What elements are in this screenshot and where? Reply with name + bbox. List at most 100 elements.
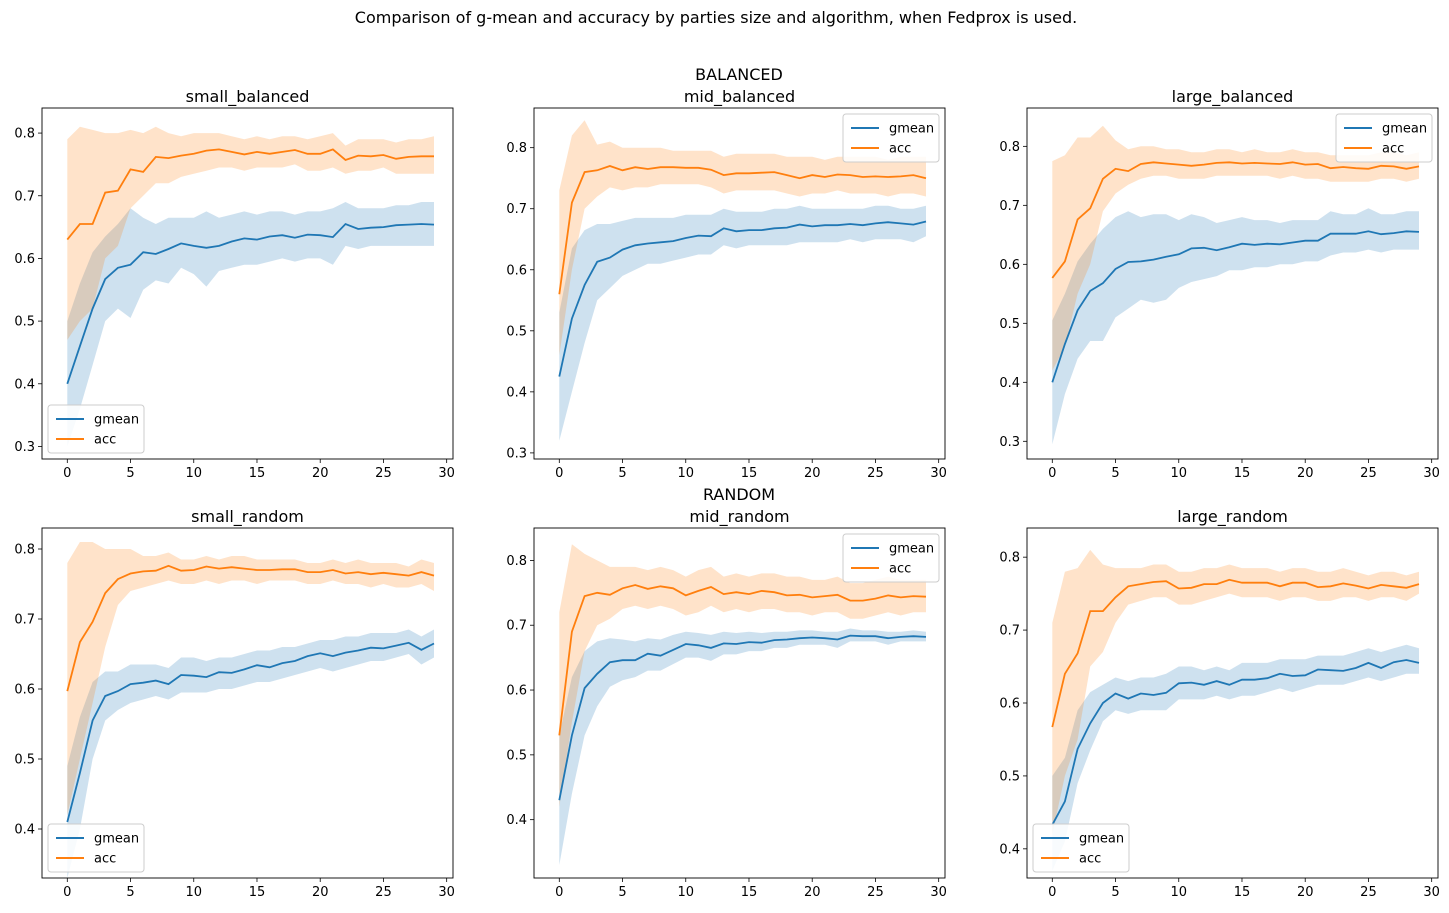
x-tick-label: 15 xyxy=(741,466,758,481)
x-tick-label: 10 xyxy=(185,466,202,481)
y-tick-label: 0.4 xyxy=(14,377,35,392)
x-tick-label: 0 xyxy=(63,466,71,481)
x-tick-label: 30 xyxy=(438,466,455,481)
subplot-title: large_balanced xyxy=(1172,87,1294,107)
legend-label-gmean: gmean xyxy=(94,413,139,428)
y-tick-label: 0.7 xyxy=(999,199,1020,214)
series-line-acc xyxy=(66,148,434,241)
x-tick-label: 0 xyxy=(555,466,563,481)
axes-frame xyxy=(1026,107,1439,460)
series-line-acc xyxy=(558,584,927,736)
legend-box xyxy=(842,113,940,163)
y-tick-label: 0.3 xyxy=(999,435,1020,450)
x-tick-label: 20 xyxy=(804,466,821,481)
x-tick-label: 25 xyxy=(1360,885,1377,900)
legend: gmean acc xyxy=(1032,823,1130,873)
legend-label-acc: acc xyxy=(889,562,911,577)
series-line-acc xyxy=(1051,161,1420,279)
legend: gmean acc xyxy=(842,533,940,583)
x-tick-label: 0 xyxy=(63,885,71,900)
y-tick-label: 0.6 xyxy=(999,258,1020,273)
y-tick-label: 0.8 xyxy=(999,551,1020,566)
legend: gmean acc xyxy=(1335,113,1433,163)
x-tick-label: 10 xyxy=(1170,466,1187,481)
subplot-title: mid_random xyxy=(689,507,789,527)
y-tick-label: 0.5 xyxy=(506,748,527,763)
y-tick-label: 0.7 xyxy=(14,613,35,628)
x-tick-label: 5 xyxy=(618,466,626,481)
legend-label-gmean: gmean xyxy=(1079,832,1124,847)
series-line-gmean xyxy=(66,222,435,385)
x-tick-label: 20 xyxy=(312,885,329,900)
x-tick-label: 5 xyxy=(126,466,134,481)
axes-frame xyxy=(41,107,454,460)
band-acc xyxy=(1052,125,1419,371)
x-tick-label: 15 xyxy=(1234,466,1251,481)
y-tick-label: 0.6 xyxy=(506,684,527,699)
x-tick-label: 5 xyxy=(618,885,626,900)
legend-label-gmean: gmean xyxy=(94,832,139,847)
x-tick-label: 30 xyxy=(1423,885,1440,900)
y-tick-label: 0.8 xyxy=(506,141,527,156)
y-tick-label: 0.4 xyxy=(506,385,527,400)
subplot-large-random: large_random 0 5 10 15 20 25 30 0.4 0.5 0.6 0.7 0.8 g… xyxy=(999,507,1440,900)
series-line-gmean xyxy=(558,634,927,801)
y-tick-label: 0.8 xyxy=(14,127,35,142)
x-tick-label: 25 xyxy=(375,466,392,481)
x-tick-label: 10 xyxy=(185,885,202,900)
band-gmean xyxy=(559,205,926,441)
legend-label-acc: acc xyxy=(889,142,911,157)
legend: gmean acc xyxy=(842,113,940,163)
legend-box xyxy=(1032,823,1130,873)
y-tick-label: 0.4 xyxy=(999,376,1020,391)
subplot-title: large_random xyxy=(1177,507,1288,527)
legend-label-gmean: gmean xyxy=(1382,122,1427,137)
y-tick-label: 0.7 xyxy=(999,624,1020,639)
x-tick-label: 20 xyxy=(1297,885,1314,900)
y-tick-label: 0.8 xyxy=(14,543,35,558)
subplot-small-balanced: small_balanced 0 5 10 15 20 25 30 0.3 0.4 0.5 0.6 0.… xyxy=(14,87,455,481)
subplot-title: small_balanced xyxy=(186,87,310,107)
y-tick-label: 0.8 xyxy=(999,140,1020,155)
band-gmean xyxy=(559,628,926,865)
plot-area xyxy=(66,126,435,447)
series-line-gmean xyxy=(1051,659,1420,826)
y-tick-label: 0.7 xyxy=(506,619,527,634)
x-tick-label: 5 xyxy=(1111,885,1119,900)
x-tick-label: 30 xyxy=(930,466,947,481)
series-line-gmean xyxy=(558,220,927,377)
y-tick-label: 0.5 xyxy=(14,753,35,768)
subplot-title: small_random xyxy=(191,507,304,527)
y-tick-label: 0.5 xyxy=(999,769,1020,784)
subplot-grid: small_balanced 0 5 10 15 20 25 30 0.3 0.4 0.5 0.6 0.… xyxy=(14,87,1440,900)
legend-label-gmean: gmean xyxy=(889,122,934,137)
x-tick-label: 10 xyxy=(677,885,694,900)
legend-label-acc: acc xyxy=(94,852,116,867)
plot-area xyxy=(1051,125,1420,445)
group-title-balanced: BALANCED xyxy=(695,65,783,84)
x-tick-label: 0 xyxy=(1048,466,1056,481)
x-tick-label: 15 xyxy=(1234,885,1251,900)
band-acc xyxy=(67,542,435,815)
plot-area xyxy=(558,120,927,441)
x-tick-label: 15 xyxy=(249,885,266,900)
y-tick-label: 0.4 xyxy=(506,813,527,828)
legend: gmean acc xyxy=(47,823,145,873)
band-acc xyxy=(559,120,926,356)
legend-box xyxy=(47,823,145,873)
x-tick-label: 15 xyxy=(741,885,758,900)
series-line-acc xyxy=(66,564,435,692)
legend-box xyxy=(47,404,145,454)
band-gmean xyxy=(67,202,435,447)
band-acc xyxy=(559,544,926,807)
legend-label-acc: acc xyxy=(1079,852,1101,867)
x-tick-label: 20 xyxy=(1297,466,1314,481)
x-tick-label: 25 xyxy=(375,885,392,900)
subplot-title: mid_balanced xyxy=(684,87,795,107)
y-tick-label: 0.6 xyxy=(14,252,35,267)
plot-area xyxy=(558,544,927,865)
series-line-gmean xyxy=(1051,230,1420,383)
x-tick-label: 30 xyxy=(1423,466,1440,481)
y-tick-label: 0.3 xyxy=(14,440,35,455)
